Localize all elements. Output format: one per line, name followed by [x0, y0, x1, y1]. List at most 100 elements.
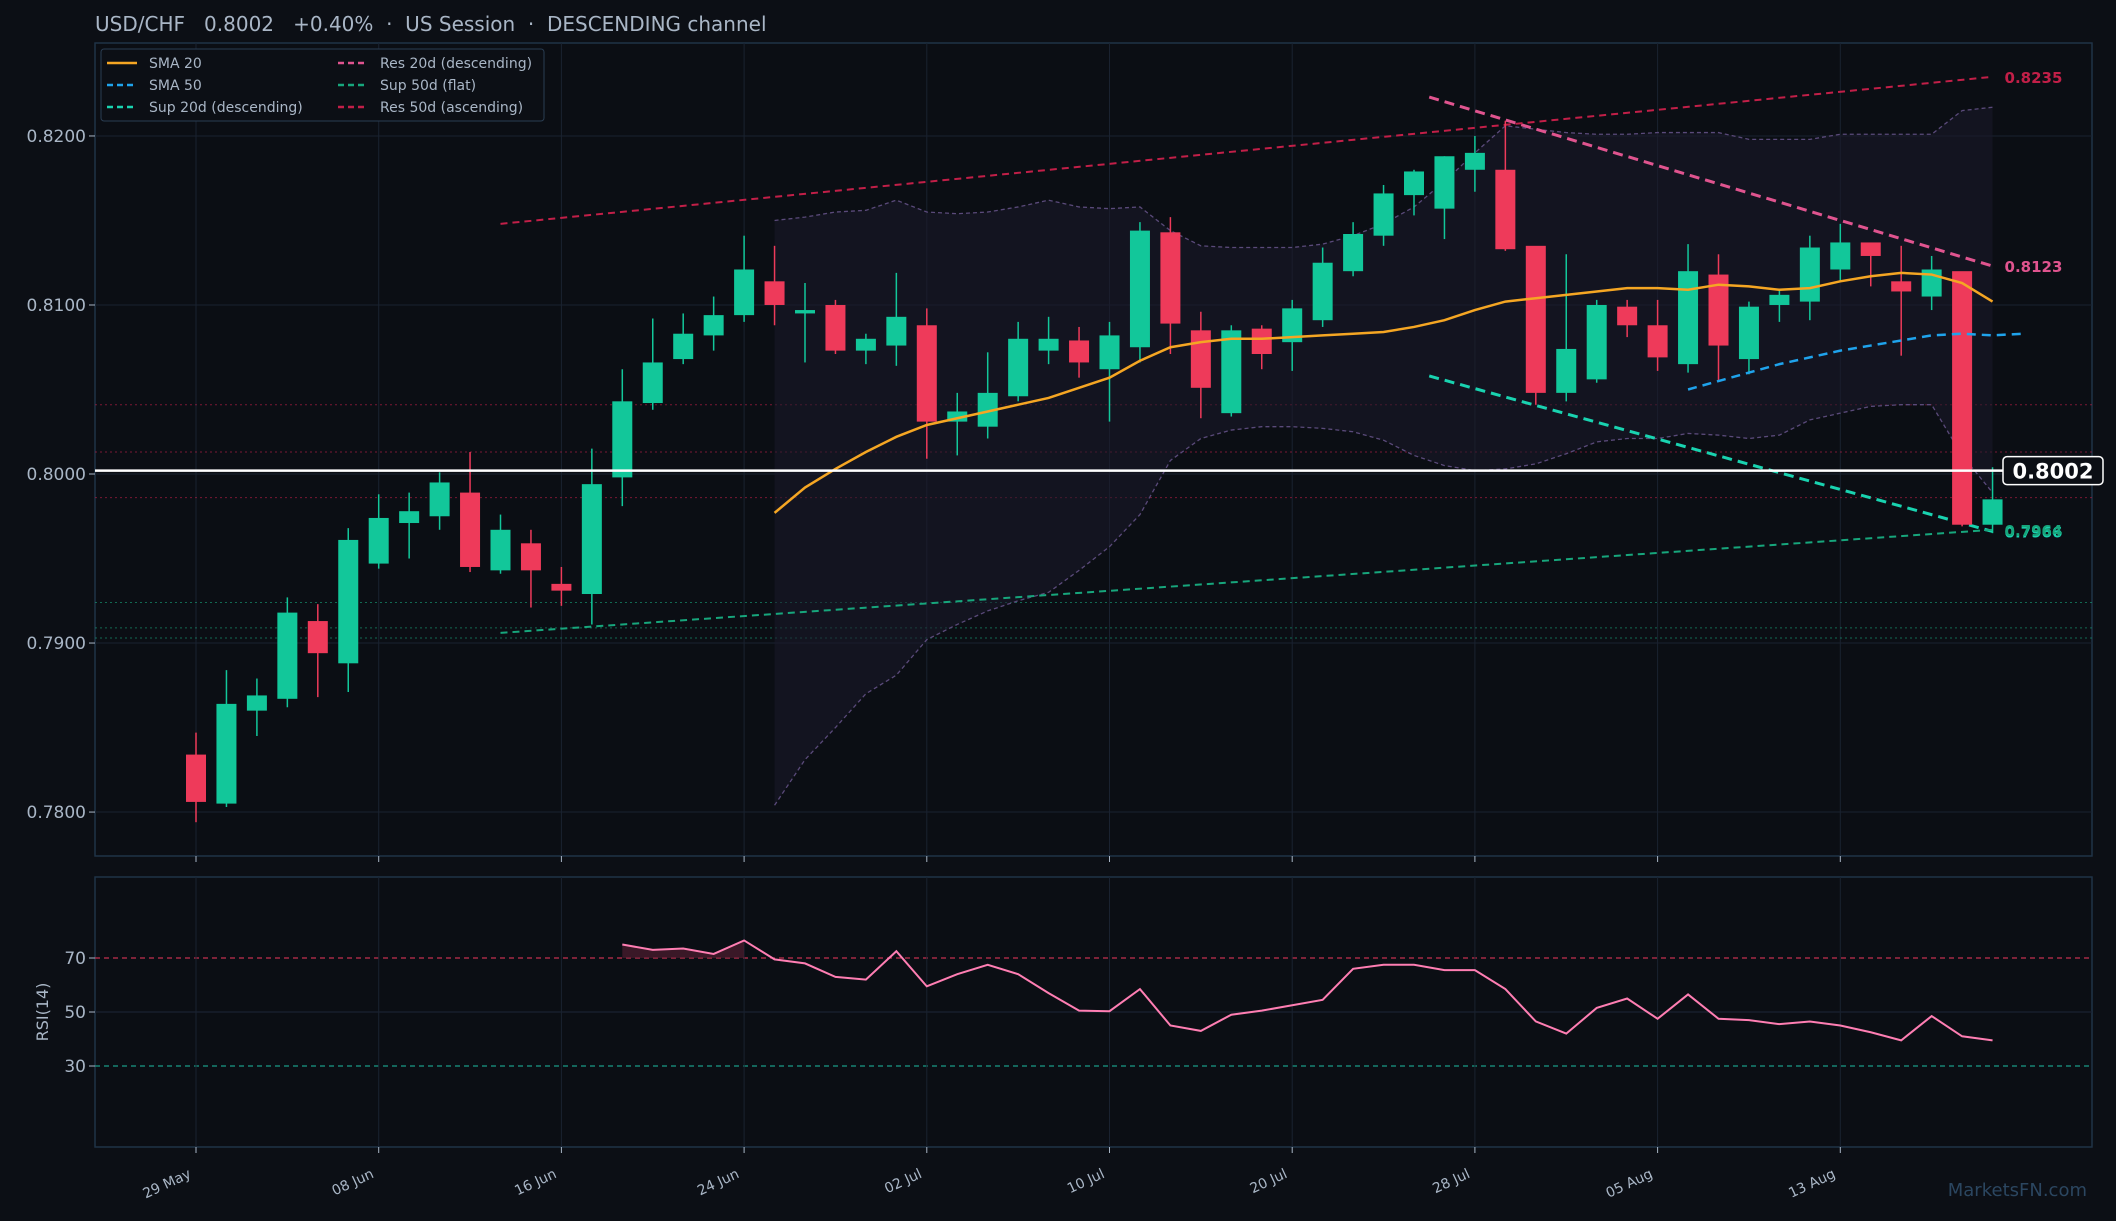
sma50-line: [1687, 332, 2024, 391]
candle-down: [1647, 325, 1668, 358]
trend-line-value-label: 0.7964: [2005, 522, 2063, 540]
candlesticks: [186, 120, 2003, 823]
candle-down: [825, 304, 846, 351]
trend-line: [1428, 95, 1993, 268]
candle-up: [612, 401, 633, 478]
candle-up: [277, 612, 298, 699]
candle-up: [1982, 499, 2003, 525]
candle-up: [977, 392, 998, 427]
candle-down: [1069, 340, 1090, 363]
rsi-axis-label: RSI(14): [33, 983, 52, 1042]
legend-label: Res 50d (ascending): [380, 100, 523, 116]
price-tick-label: 0.7900: [27, 634, 86, 654]
candle-down: [307, 621, 328, 654]
candle-up: [1769, 294, 1790, 305]
rsi-tick-label: 30: [64, 1057, 86, 1077]
candle-up: [703, 315, 724, 336]
last-price-line: 0.8002: [95, 455, 2104, 486]
candle-up: [1738, 306, 1759, 360]
trend-line-value-label: 0.8123: [2005, 258, 2063, 276]
rsi-tick-label: 70: [64, 949, 86, 969]
candle-down: [1525, 245, 1546, 393]
candle-down: [1860, 242, 1881, 256]
candle-up: [399, 511, 420, 524]
legend-label: SMA 50: [149, 78, 202, 94]
candle-up: [1008, 338, 1029, 397]
sma20-line: [773, 271, 1994, 514]
candle-down: [551, 583, 572, 591]
rsi-series: [622, 939, 1993, 1042]
moving-averages: [773, 271, 2024, 514]
candle-down: [916, 325, 937, 422]
candle-up: [1038, 338, 1059, 351]
legend-box: [100, 48, 545, 122]
trend-line-value-label: 0.8235: [2005, 69, 2063, 87]
watermark: MarketsFN.com: [1948, 1180, 2087, 1201]
candle-down: [764, 281, 785, 305]
trend-line-value-label: 0.7966: [2005, 523, 2063, 541]
candle-down: [1617, 306, 1638, 326]
candle-up: [855, 338, 876, 351]
legend-label: Sup 50d (flat): [380, 78, 476, 94]
candle-down: [1251, 328, 1272, 355]
last-price-tag: [2002, 455, 2104, 486]
trend-line: [1428, 374, 1993, 533]
candle-down: [186, 754, 206, 802]
candle-up: [368, 517, 389, 564]
price-tick-label: 0.8100: [27, 296, 86, 316]
candle-down: [460, 492, 481, 567]
candle-up: [1221, 330, 1242, 414]
trend-line: [500, 75, 1993, 225]
legend: SMA 20 SMA 50 Sup 20d (descending) Res 20d …: [100, 48, 545, 122]
candle-down: [1495, 169, 1516, 250]
candle-up: [947, 411, 968, 422]
legend-label: Sup 20d (descending): [149, 100, 303, 116]
candle-up: [1678, 271, 1699, 365]
rsi-axis: 30 50 70: [64, 949, 95, 1077]
price-x-ticks: [195, 856, 1841, 862]
candle-up: [490, 529, 511, 571]
candle-up: [338, 539, 359, 664]
rsi-line: [622, 939, 1993, 1042]
candle-up: [1464, 152, 1485, 170]
candle-down: [1891, 281, 1912, 292]
chart-title: USD/CHF 0.8002 +0.40% · US Session · DES…: [95, 12, 767, 36]
trend-line: [500, 528, 1993, 634]
candle-up: [429, 482, 450, 517]
candle-up: [1099, 335, 1120, 370]
candle-up: [246, 695, 267, 711]
candle-up: [642, 362, 663, 404]
candle-down: [520, 543, 541, 571]
bollinger-lower: [774, 404, 1994, 806]
candle-up: [216, 703, 237, 804]
price-panel: 0.7966 0.8123 0.7964 0.8235 0.8002 0.7800 0.…: [27, 42, 2104, 862]
candle-up: [1282, 308, 1303, 343]
rsi-grid: [95, 877, 2092, 1147]
candle-up: [1312, 262, 1333, 321]
candle-up: [1404, 171, 1424, 196]
candle-up: [795, 310, 815, 314]
candle-up: [1373, 193, 1394, 236]
last-price-label: 0.8002: [2012, 460, 2093, 484]
candle-down: [1952, 271, 1973, 525]
candle-up: [734, 269, 755, 316]
candle-up: [1556, 348, 1577, 393]
price-tick-label: 0.8000: [27, 465, 86, 485]
rsi-tick-label: 50: [64, 1003, 86, 1023]
candle-down: [1708, 274, 1729, 346]
candle-up: [673, 333, 694, 360]
candle-up: [1586, 304, 1607, 380]
trend-lines: 0.7966 0.8123 0.7964 0.8235: [500, 69, 2063, 634]
candle-up: [581, 484, 602, 595]
price-tick-label: 0.7800: [27, 803, 86, 823]
legend-label: Res 20d (descending): [380, 56, 532, 72]
legend-label: SMA 20: [149, 56, 202, 72]
candle-up: [1434, 156, 1455, 209]
candle-up: [886, 316, 907, 346]
candle-up: [1830, 242, 1851, 270]
price-tick-label: 0.8200: [27, 127, 86, 147]
candle-down: [1190, 330, 1211, 388]
candle-up: [1129, 230, 1150, 348]
